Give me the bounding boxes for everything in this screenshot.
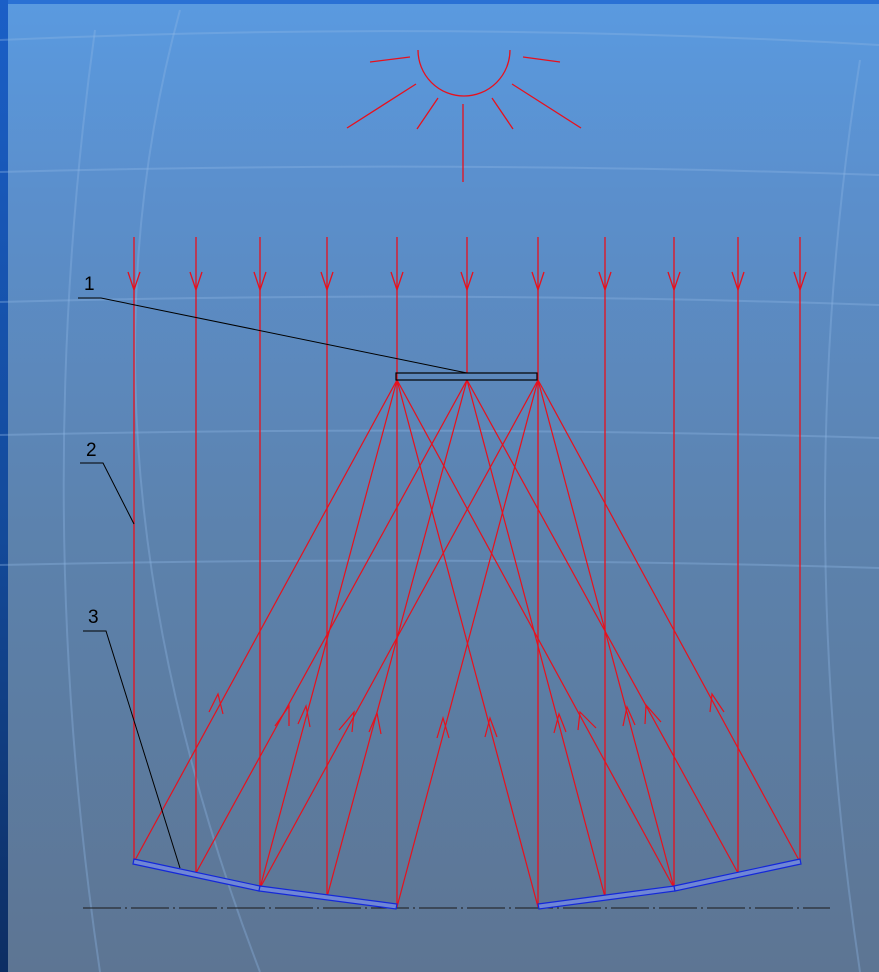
leader-line-3 [83,630,181,869]
arrowhead-down [531,271,545,293]
leader-line-2 [80,462,135,525]
sun-ray [491,97,514,130]
mirror-segment [258,885,398,910]
reflected-ray [396,379,675,889]
bg-arc [0,559,879,569]
bg-arc [0,165,879,176]
reflected-ray [396,379,539,908]
arrowhead-up [553,712,567,734]
sun-ray [522,56,561,63]
arrowhead-down [320,271,334,293]
incident-rays [133,237,801,907]
bg-arc [0,30,879,46]
reflected-rays [133,379,801,908]
arrowhead-down [598,271,612,293]
reflected-ray [466,379,739,874]
arrowhead-up [577,710,597,731]
sun-ray [346,83,417,129]
incident-arrowheads [127,271,807,293]
arrowhead-up [297,704,311,728]
arrowhead-up [622,705,636,727]
label-1: 1 [84,274,95,295]
leader-line-1 [78,297,468,374]
label-3: 3 [88,607,99,628]
reflected-ray [259,379,398,889]
bg-arc [62,29,101,972]
arrowhead-up [368,710,382,735]
arrowhead-down [253,271,267,293]
left-edge [0,0,8,972]
sun-ray [511,83,582,129]
reflected-ray [466,379,606,898]
arrowhead-up [338,710,355,733]
bg-arc [824,59,861,972]
arrowhead-down [127,271,141,293]
arrowhead-up [644,703,662,725]
bg-arc [134,9,261,972]
arrowhead-down [731,271,745,293]
bg-arc [0,295,879,306]
arrowhead-down [189,271,203,293]
arrowhead-down [793,271,807,293]
arrowhead-up [709,692,725,713]
background-arcs [0,9,879,972]
mirror-segments [132,858,802,910]
reflected-ray [195,379,468,874]
arrowhead-up [436,715,450,739]
arrowhead-down [667,271,681,293]
reflected-ray [259,379,539,889]
sun-ray [416,97,439,130]
sun-icon [346,49,582,182]
top-edge [0,0,879,4]
label-2: 2 [86,440,97,461]
arrowhead-up [274,704,290,727]
arrowhead-up [208,692,224,715]
reflected-arrowheads [208,692,725,739]
arrowhead-up [484,716,498,738]
reflected-ray [133,379,398,863]
bg-arc [0,429,879,439]
sun-disc [417,49,511,97]
mirror-segment [673,858,802,892]
leader-lines [78,297,468,869]
receiver [395,372,538,381]
mirror-segment [537,885,676,910]
reflected-ray [537,379,801,863]
arrowhead-down [390,271,404,293]
arrowhead-down [460,271,474,293]
sun-ray [369,56,411,63]
